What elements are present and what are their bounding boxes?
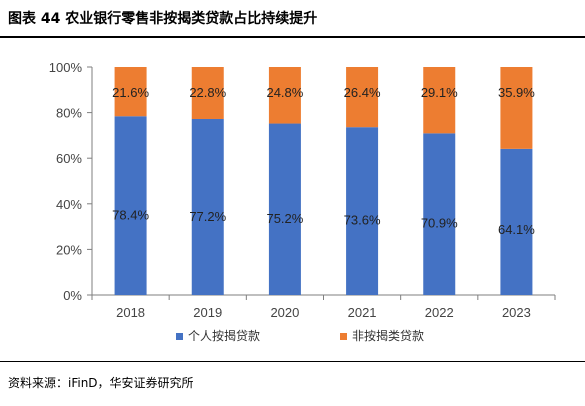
bar-mortgage-2023 (500, 148, 533, 295)
data-label: 73.6% (344, 212, 381, 227)
data-label: 35.9% (498, 85, 535, 100)
bar-mortgage-2018 (114, 116, 147, 295)
x-tick-label: 2019 (193, 305, 222, 320)
bar-non-mortgage-2019 (191, 67, 224, 119)
source-divider (0, 361, 585, 362)
bar-mortgage-2020 (268, 123, 301, 295)
y-tick-label: 20% (56, 242, 82, 257)
data-label: 22.8% (189, 85, 226, 100)
data-label: 75.2% (266, 211, 303, 226)
bar-non-mortgage-2020 (268, 67, 301, 124)
y-tick-label: 80% (56, 106, 82, 121)
data-label: 64.1% (498, 222, 535, 237)
data-label: 78.4% (112, 208, 149, 223)
legend-swatch (176, 333, 183, 340)
y-tick-label: 0% (63, 288, 82, 303)
data-label: 24.8% (266, 85, 303, 100)
y-tick-label: 40% (56, 197, 82, 212)
y-tick-label: 100% (49, 60, 83, 75)
bar-non-mortgage-2018 (114, 67, 147, 117)
x-tick-label: 2023 (502, 305, 531, 320)
bar-non-mortgage-2022 (423, 67, 456, 134)
bar-mortgage-2019 (191, 118, 224, 295)
bar-mortgage-2022 (423, 133, 456, 295)
x-tick-label: 2022 (425, 305, 454, 320)
source-note: 资料来源：iFinD，华安证券研究所 (8, 376, 194, 390)
stacked-bar-chart: 0% 20% 40% 60% 80% 100% 78.4% 21.6% 2018 77.2% 22.… (49, 60, 556, 343)
data-label: 26.4% (344, 85, 381, 100)
bar-non-mortgage-2023 (500, 67, 533, 149)
data-label: 29.1% (421, 85, 458, 100)
data-label: 77.2% (189, 209, 226, 224)
bar-mortgage-2021 (346, 127, 379, 295)
title-divider (0, 36, 585, 38)
x-tick-label: 2018 (116, 305, 145, 320)
bar-non-mortgage-2021 (346, 67, 379, 128)
data-label: 70.9% (421, 215, 458, 230)
y-tick-label: 60% (56, 151, 82, 166)
data-label: 21.6% (112, 85, 149, 100)
x-tick-label: 2021 (348, 305, 377, 320)
chart-title: 图表 44 农业银行零售非按揭类贷款占比持续提升 (8, 11, 318, 27)
legend-label: 非按揭类贷款 (352, 328, 424, 343)
x-tick-label: 2020 (270, 305, 299, 320)
legend-swatch (340, 333, 347, 340)
legend-label: 个人按揭贷款 (188, 328, 260, 343)
